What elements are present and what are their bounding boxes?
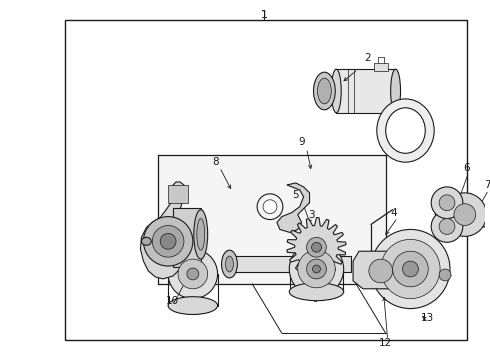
Ellipse shape <box>221 250 237 278</box>
Ellipse shape <box>225 256 233 272</box>
Ellipse shape <box>298 250 335 288</box>
Circle shape <box>439 195 455 211</box>
Bar <box>158 155 386 284</box>
Ellipse shape <box>313 265 320 273</box>
Polygon shape <box>353 251 409 289</box>
Ellipse shape <box>187 268 199 280</box>
Text: 7: 7 <box>485 180 490 190</box>
Ellipse shape <box>307 259 326 279</box>
Circle shape <box>152 225 184 257</box>
Text: 6: 6 <box>463 163 469 173</box>
Circle shape <box>307 237 326 257</box>
Ellipse shape <box>168 297 218 315</box>
Ellipse shape <box>289 283 343 301</box>
Text: 12: 12 <box>379 338 392 348</box>
Bar <box>374 63 388 71</box>
Ellipse shape <box>314 72 335 110</box>
Circle shape <box>392 251 428 287</box>
Text: 1: 1 <box>261 10 268 20</box>
Ellipse shape <box>194 210 208 259</box>
Text: 3: 3 <box>309 210 315 220</box>
Circle shape <box>263 200 277 213</box>
Text: 10: 10 <box>166 296 179 306</box>
Text: 13: 13 <box>420 314 434 323</box>
Bar <box>336 69 395 113</box>
Text: 5: 5 <box>292 190 298 200</box>
Circle shape <box>381 239 440 299</box>
Ellipse shape <box>289 242 343 296</box>
Circle shape <box>369 259 392 283</box>
Ellipse shape <box>178 259 208 289</box>
Polygon shape <box>295 247 338 291</box>
Circle shape <box>431 211 463 242</box>
Circle shape <box>431 187 463 219</box>
Polygon shape <box>141 182 186 279</box>
Text: 1: 1 <box>261 10 268 20</box>
Polygon shape <box>277 183 310 233</box>
Ellipse shape <box>168 249 218 299</box>
Circle shape <box>160 233 176 249</box>
Text: 11: 11 <box>317 259 330 269</box>
Ellipse shape <box>386 108 425 153</box>
Bar <box>65 20 467 340</box>
Ellipse shape <box>391 69 400 113</box>
Ellipse shape <box>197 219 205 250</box>
Text: 9: 9 <box>299 138 305 147</box>
Bar <box>173 208 201 267</box>
Polygon shape <box>299 266 334 302</box>
Bar <box>229 256 351 272</box>
Polygon shape <box>287 217 346 277</box>
Ellipse shape <box>377 99 434 162</box>
Text: 2: 2 <box>364 53 370 63</box>
Circle shape <box>402 261 418 277</box>
Circle shape <box>454 204 476 225</box>
Ellipse shape <box>142 237 151 245</box>
Text: 4: 4 <box>391 208 397 218</box>
Circle shape <box>144 217 193 266</box>
Circle shape <box>312 242 321 252</box>
Circle shape <box>439 219 455 234</box>
Ellipse shape <box>331 69 341 113</box>
Ellipse shape <box>318 78 331 104</box>
Circle shape <box>443 193 487 237</box>
Text: 8: 8 <box>213 157 219 167</box>
Bar <box>168 185 188 203</box>
Circle shape <box>371 229 450 309</box>
Circle shape <box>439 269 451 281</box>
